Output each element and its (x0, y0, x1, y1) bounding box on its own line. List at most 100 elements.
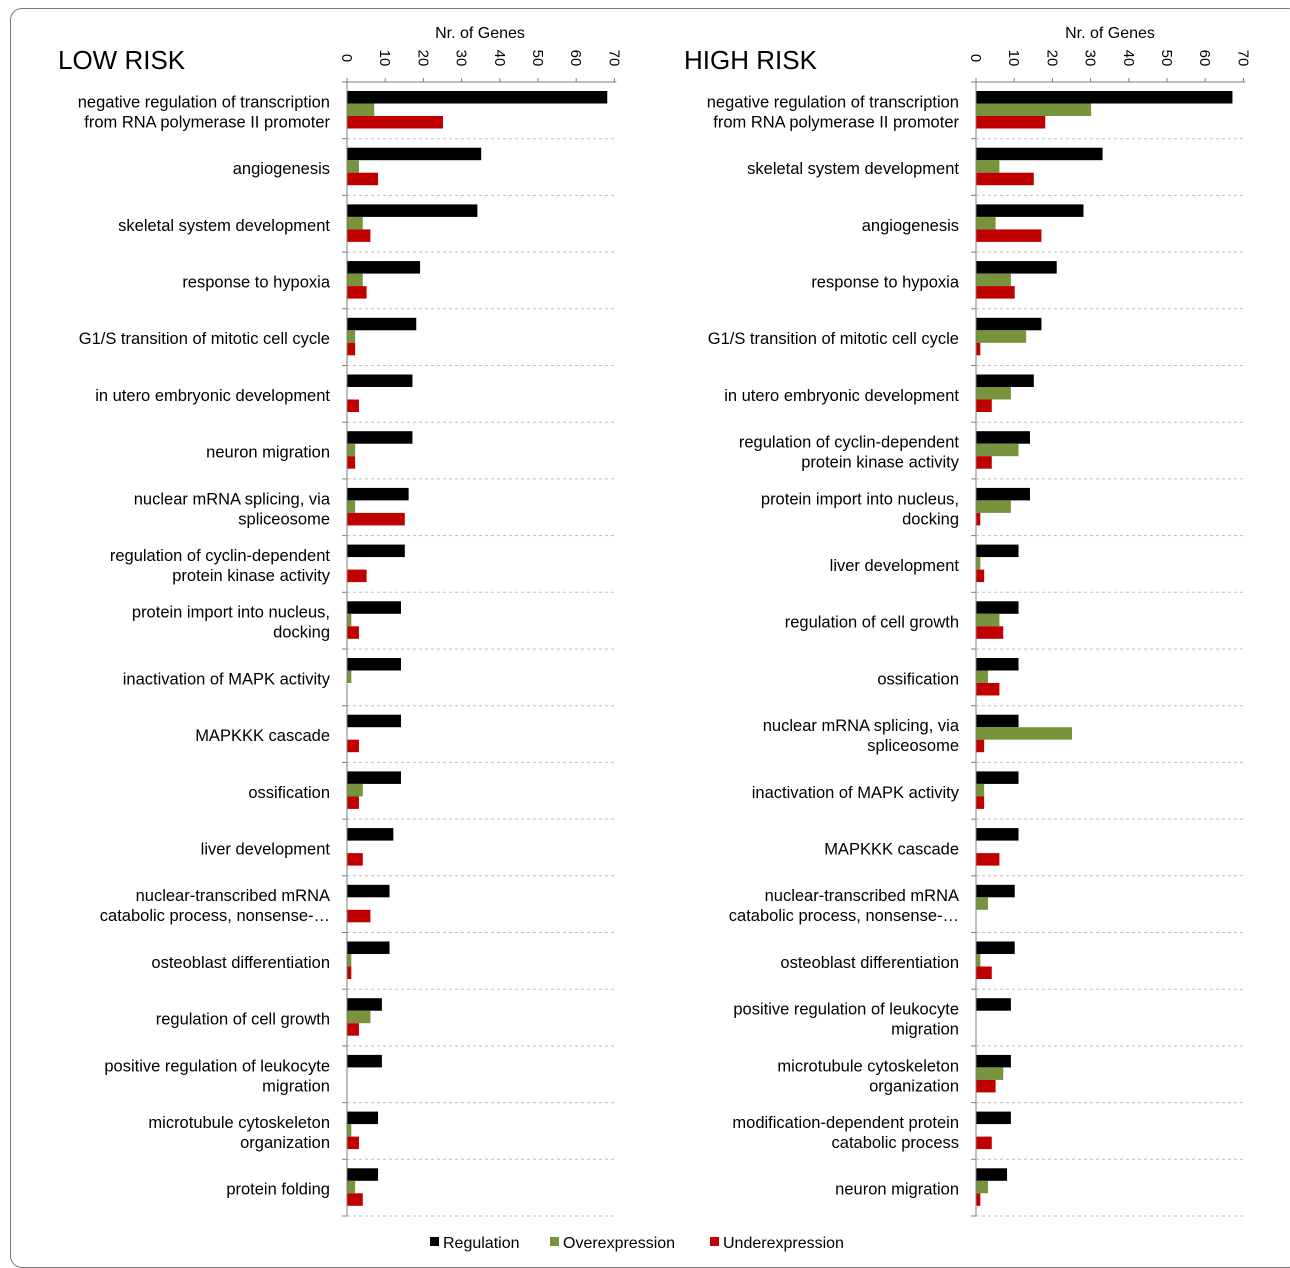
bar-underexpression-g1-s-transition-of-mitotic-cell-cycle (976, 342, 981, 356)
bar-regulation-g1-s-transition-of-mitotic-cell-cycle (347, 317, 417, 331)
category-label-positive-regulation-of-leukocyte-migrati: positive regulation of leukocyte (733, 1001, 959, 1019)
category-label-osteoblast-differentiation: osteoblast differentiation (151, 954, 330, 972)
bar-regulation-modification-dependent-protein-catabolic (976, 1111, 1011, 1125)
x-tick-label-20: 20 (414, 50, 431, 67)
category-label-negative-regulation-of-transcription-fro: negative regulation of transcription (707, 93, 959, 111)
category-label-modification-dependent-protein-catabolic: catabolic process (832, 1134, 959, 1152)
category-label-protein-import-into-nucleus-docking: docking (273, 624, 330, 642)
category-label-in-utero-embryonic-development: in utero embryonic development (95, 387, 330, 405)
category-label-nuclear-mrna-splicing-via-spliceosome: nuclear mRNA splicing, via (763, 717, 960, 735)
bar-overexpression-regulation-of-cell-growth (347, 1010, 371, 1024)
x-tick-label-10: 10 (376, 50, 393, 67)
x-tick-label-0: 0 (967, 54, 984, 62)
x-tick-label-20: 20 (1043, 50, 1060, 67)
bar-underexpression-skeletal-system-development (976, 172, 1034, 186)
category-label-nuclear-transcribed-mrna-catabolic-proce: nuclear-transcribed mRNA (765, 887, 959, 905)
bar-regulation-in-utero-embryonic-development (347, 374, 413, 387)
bar-regulation-protein-folding (347, 1168, 379, 1181)
category-label-ossification: ossification (248, 784, 330, 802)
legend: Regulation Overexpression Underexpression (430, 1235, 844, 1252)
bar-overexpression-g1-s-transition-of-mitotic-cell-cycle (976, 330, 1027, 343)
bar-overexpression-regulation-of-cyclin-dependent-protein-k (976, 443, 1019, 457)
x-tick-label-40: 40 (491, 50, 508, 67)
bar-regulation-nuclear-mrna-splicing-via-spliceosome (976, 714, 1019, 728)
bar-regulation-skeletal-system-development (347, 204, 478, 217)
bar-underexpression-regulation-of-cell-growth (976, 626, 1004, 639)
bar-overexpression-protein-import-into-nucleus-docking (347, 613, 352, 627)
bar-underexpression-regulation-of-cyclin-dependent-protein-k (976, 456, 992, 469)
bar-underexpression-response-to-hypoxia (347, 286, 367, 299)
bar-overexpression-negative-regulation-of-transcription-fro (347, 103, 375, 116)
category-label-microtubule-cytoskeleton-organization: organization (240, 1134, 330, 1152)
category-label-skeletal-system-development: skeletal system development (747, 160, 959, 178)
x-tick-label-70: 70 (605, 50, 622, 67)
category-label-modification-dependent-protein-catabolic: modification-dependent protein (732, 1114, 959, 1132)
bar-overexpression-nuclear-mrna-splicing-via-spliceosome (976, 727, 1072, 740)
bar-underexpression-microtubule-cytoskeleton-organization (347, 1136, 359, 1150)
bar-overexpression-negative-regulation-of-transcription-fro (976, 103, 1092, 116)
bar-regulation-positive-regulation-of-leukocyte-migrati (347, 1054, 382, 1068)
bar-regulation-angiogenesis (976, 204, 1084, 217)
bar-regulation-neuron-migration (976, 1168, 1008, 1181)
bar-regulation-angiogenesis (347, 147, 482, 161)
x-tick-label-70: 70 (1234, 50, 1251, 67)
category-label-microtubule-cytoskeleton-organization: microtubule cytoskeleton (148, 1114, 330, 1132)
bar-regulation-regulation-of-cyclin-dependent-protein-k (976, 431, 1030, 444)
category-label-negative-regulation-of-transcription-fro: negative regulation of transcription (78, 93, 330, 111)
category-label-skeletal-system-development: skeletal system development (118, 217, 330, 235)
category-label-protein-import-into-nucleus-docking: protein import into nucleus, (761, 490, 959, 508)
bar-overexpression-inactivation-of-mapk-activity (347, 670, 352, 683)
bar-underexpression-ossification (976, 683, 1000, 696)
bar-overexpression-microtubule-cytoskeleton-organization (347, 1124, 352, 1137)
bar-overexpression-osteoblast-differentiation (976, 954, 981, 967)
bar-underexpression-in-utero-embryonic-development (347, 399, 359, 412)
category-label-inactivation-of-mapk-activity: inactivation of MAPK activity (752, 784, 960, 802)
bar-regulation-liver-development (347, 828, 394, 841)
bar-underexpression-modification-dependent-protein-catabolic (976, 1136, 992, 1150)
category-label-nuclear-mrna-splicing-via-spliceosome: nuclear mRNA splicing, via (134, 490, 331, 508)
category-label-positive-regulation-of-leukocyte-migrati: migration (262, 1077, 330, 1095)
bar-regulation-regulation-of-cell-growth (347, 998, 382, 1011)
category-label-neuron-migration: neuron migration (835, 1181, 959, 1199)
bar-regulation-protein-import-into-nucleus-docking (347, 601, 401, 614)
bar-overexpression-nuclear-mrna-splicing-via-spliceosome (347, 500, 356, 513)
bar-overexpression-protein-folding (347, 1180, 356, 1194)
category-label-mapkkk-cascade: MAPKKK cascade (824, 840, 959, 858)
x-tick-label-30: 30 (1082, 50, 1099, 67)
bar-overexpression-nuclear-transcribed-mrna-catabolic-proce (976, 897, 988, 910)
legend-swatch-overexpression (550, 1237, 559, 1246)
bar-underexpression-response-to-hypoxia (976, 286, 1015, 299)
bar-underexpression-negative-regulation-of-transcription-fro (976, 116, 1046, 129)
category-label-g1-s-transition-of-mitotic-cell-cycle: G1/S transition of mitotic cell cycle (708, 330, 959, 348)
bar-overexpression-neuron-migration (976, 1180, 988, 1194)
bar-overexpression-neuron-migration (347, 443, 356, 457)
category-label-regulation-of-cyclin-dependent-protein-k: protein kinase activity (801, 454, 959, 472)
category-label-regulation-of-cyclin-dependent-protein-k: regulation of cyclin-dependent (110, 547, 331, 565)
bar-regulation-osteoblast-differentiation (347, 941, 390, 954)
panel-low-risk: LOW RISK Nr. of Genes 0 10 20 30 40 50 60 70 negat… (58, 25, 622, 1217)
bar-regulation-regulation-of-cyclin-dependent-protein-k (347, 544, 405, 558)
bar-regulation-liver-development (976, 544, 1019, 558)
category-label-angiogenesis: angiogenesis (233, 160, 330, 178)
bar-underexpression-skeletal-system-development (347, 229, 371, 242)
bar-overexpression-response-to-hypoxia (347, 273, 363, 287)
category-label-response-to-hypoxia: response to hypoxia (811, 273, 960, 291)
bar-overexpression-angiogenesis (347, 160, 359, 173)
bar-regulation-protein-import-into-nucleus-docking (976, 487, 1030, 501)
bar-regulation-neuron-migration (347, 431, 413, 444)
bar-overexpression-skeletal-system-development (347, 216, 363, 230)
bar-overexpression-regulation-of-cell-growth (976, 613, 1000, 627)
panel-title: LOW RISK (58, 45, 186, 75)
bar-underexpression-g1-s-transition-of-mitotic-cell-cycle (347, 342, 356, 356)
bar-underexpression-nuclear-transcribed-mrna-catabolic-proce (347, 909, 371, 923)
bar-underexpression-liver-development (976, 569, 985, 583)
category-label-nuclear-mrna-splicing-via-spliceosome: spliceosome (238, 510, 330, 528)
bar-regulation-ossification (347, 771, 401, 784)
bar-overexpression-inactivation-of-mapk-activity (976, 783, 985, 797)
x-axis-title: Nr. of Genes (435, 25, 525, 42)
bar-regulation-mapkkk-cascade (347, 714, 401, 728)
legend-swatch-underexpression (710, 1237, 719, 1246)
bar-regulation-skeletal-system-development (976, 147, 1103, 161)
bar-overexpression-skeletal-system-development (976, 160, 1000, 173)
bar-regulation-response-to-hypoxia (976, 261, 1057, 274)
